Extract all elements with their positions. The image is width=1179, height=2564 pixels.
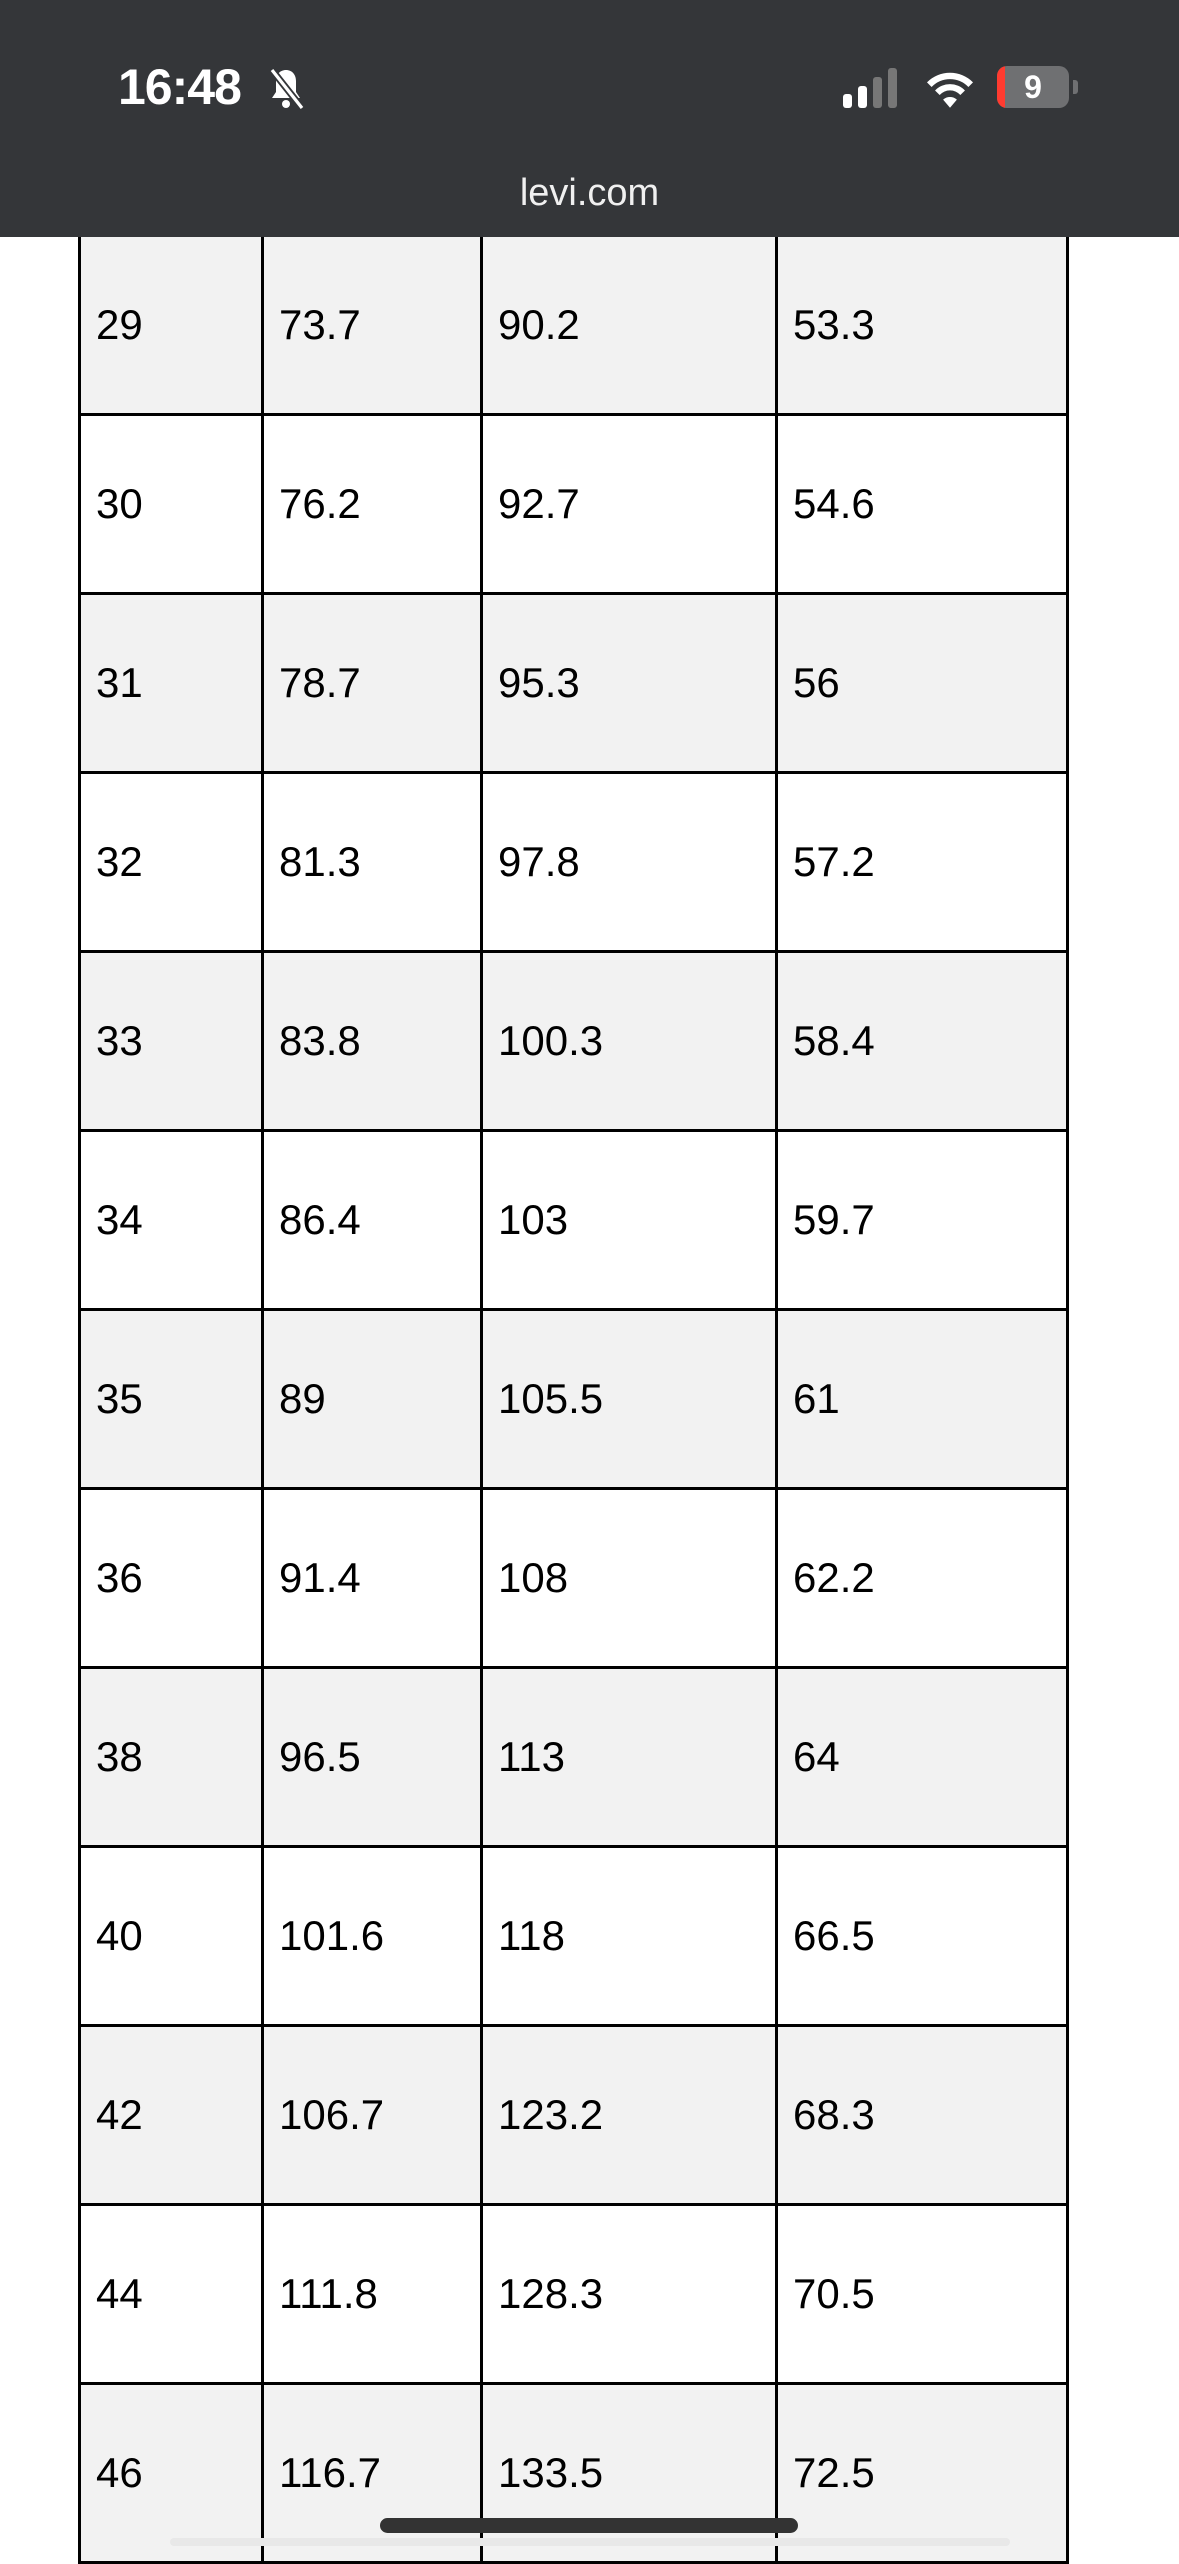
table-row: 33 83.8 100.3 58.4 bbox=[78, 950, 1069, 1132]
url-bar[interactable]: levi.com bbox=[519, 172, 660, 214]
table-cell: 36 bbox=[78, 1487, 264, 1669]
table-row: 31 78.7 95.3 56 bbox=[78, 592, 1069, 774]
table-cell: 108 bbox=[480, 1487, 778, 1669]
table-cell: 33 bbox=[78, 950, 264, 1132]
signal-icon bbox=[843, 68, 897, 108]
table-row: 32 81.3 97.8 57.2 bbox=[78, 771, 1069, 953]
table-row: 36 91.4 108 62.2 bbox=[78, 1487, 1069, 1669]
wifi-icon bbox=[927, 72, 973, 108]
size-chart-table: 29 73.7 90.2 53.3 30 76.2 92.7 54.6 31 78.7 95.3 56… bbox=[78, 234, 1069, 2564]
table-cell: 73.7 bbox=[261, 234, 483, 416]
table-cell: 62.2 bbox=[775, 1487, 1069, 1669]
table-cell: 123.2 bbox=[480, 2024, 778, 2206]
table-cell: 83.8 bbox=[261, 950, 483, 1132]
table-cell: 57.2 bbox=[775, 771, 1069, 953]
table-cell: 76.2 bbox=[261, 413, 483, 595]
table-cell: 58.4 bbox=[775, 950, 1069, 1132]
table-cell: 96.5 bbox=[261, 1666, 483, 1848]
table-cell: 54.6 bbox=[775, 413, 1069, 595]
table-cell: 34 bbox=[78, 1129, 264, 1311]
battery-level: 9 bbox=[1024, 69, 1042, 105]
table-cell: 30 bbox=[78, 413, 264, 595]
table-cell: 86.4 bbox=[261, 1129, 483, 1311]
table-cell: 92.7 bbox=[480, 413, 778, 595]
table-cell: 64 bbox=[775, 1666, 1069, 1848]
table-cell: 46 bbox=[78, 2382, 264, 2564]
table-cell: 97.8 bbox=[480, 771, 778, 953]
table-cell: 32 bbox=[78, 771, 264, 953]
clock: 16:48 bbox=[118, 59, 242, 115]
size-chart-table-container: 29 73.7 90.2 53.3 30 76.2 92.7 54.6 31 78.7 95.3 56… bbox=[78, 234, 1069, 2564]
table-cell: 128.3 bbox=[480, 2203, 778, 2385]
table-row: 40 101.6 118 66.5 bbox=[78, 1845, 1069, 2027]
table-cell: 133.5 bbox=[480, 2382, 778, 2564]
table-cell: 116.7 bbox=[261, 2382, 483, 2564]
table-cell: 89 bbox=[261, 1308, 483, 1490]
table-row: 34 86.4 103 59.7 bbox=[78, 1129, 1069, 1311]
table-cell: 56 bbox=[775, 592, 1069, 774]
table-row: 38 96.5 113 64 bbox=[78, 1666, 1069, 1848]
table-cell: 95.3 bbox=[480, 592, 778, 774]
table-row: 44 111.8 128.3 70.5 bbox=[78, 2203, 1069, 2385]
table-cell: 40 bbox=[78, 1845, 264, 2027]
table-cell: 81.3 bbox=[261, 771, 483, 953]
table-cell: 68.3 bbox=[775, 2024, 1069, 2206]
table-cell: 100.3 bbox=[480, 950, 778, 1132]
table-cell: 101.6 bbox=[261, 1845, 483, 2027]
table-row: 35 89 105.5 61 bbox=[78, 1308, 1069, 1490]
table-row: 29 73.7 90.2 53.3 bbox=[78, 234, 1069, 416]
table-cell: 78.7 bbox=[261, 592, 483, 774]
table-cell: 90.2 bbox=[480, 234, 778, 416]
table-cell: 61 bbox=[775, 1308, 1069, 1490]
table-row: 46 116.7 133.5 72.5 bbox=[78, 2382, 1069, 2564]
table-row: 42 106.7 123.2 68.3 bbox=[78, 2024, 1069, 2206]
table-cell: 38 bbox=[78, 1666, 264, 1848]
horizontal-scrollbar[interactable] bbox=[170, 2538, 1010, 2546]
table-cell: 72.5 bbox=[775, 2382, 1069, 2564]
table-cell: 118 bbox=[480, 1845, 778, 2027]
table-cell: 113 bbox=[480, 1666, 778, 1848]
table-cell: 103 bbox=[480, 1129, 778, 1311]
battery-icon: 9 bbox=[997, 66, 1069, 108]
table-cell: 44 bbox=[78, 2203, 264, 2385]
table-cell: 42 bbox=[78, 2024, 264, 2206]
status-bar: 16:48 9 levi.com bbox=[0, 0, 1179, 237]
table-cell: 70.5 bbox=[775, 2203, 1069, 2385]
table-cell: 111.8 bbox=[261, 2203, 483, 2385]
table-cell: 66.5 bbox=[775, 1845, 1069, 2027]
table-row: 30 76.2 92.7 54.6 bbox=[78, 413, 1069, 595]
table-cell: 59.7 bbox=[775, 1129, 1069, 1311]
table-cell: 53.3 bbox=[775, 234, 1069, 416]
table-cell: 35 bbox=[78, 1308, 264, 1490]
bell-slash-icon bbox=[269, 67, 305, 111]
home-indicator[interactable] bbox=[380, 2518, 798, 2533]
table-cell: 29 bbox=[78, 234, 264, 416]
table-cell: 106.7 bbox=[261, 2024, 483, 2206]
table-cell: 31 bbox=[78, 592, 264, 774]
table-cell: 105.5 bbox=[480, 1308, 778, 1490]
battery-tip bbox=[1073, 80, 1078, 94]
table-cell: 91.4 bbox=[261, 1487, 483, 1669]
